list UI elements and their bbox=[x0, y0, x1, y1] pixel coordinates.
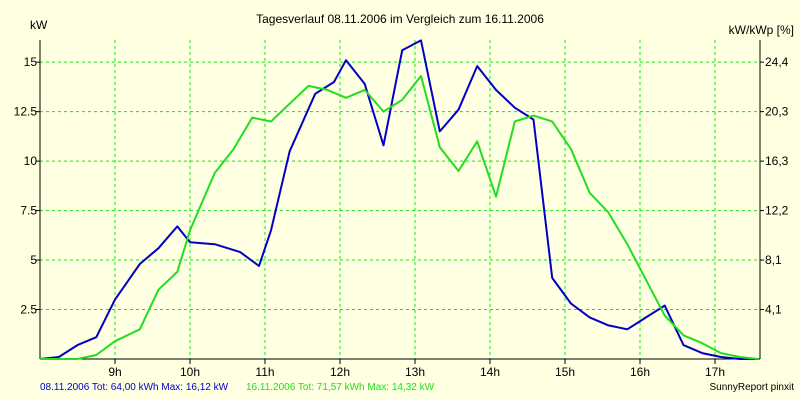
chart-title: Tagesverlauf 08.11.2006 im Vergleich zum… bbox=[256, 12, 544, 26]
x-tick-label: 15h bbox=[555, 365, 575, 379]
x-tick-labels: 9h 10h 11h 12h 13h 14h 15h 16h 17h bbox=[108, 365, 725, 379]
x-tick-label: 14h bbox=[480, 365, 500, 379]
x-tick-label: 13h bbox=[405, 365, 425, 379]
y-axis-label-left: kW bbox=[30, 18, 48, 32]
x-tick-label: 16h bbox=[630, 365, 650, 379]
series-line-16-11-2006 bbox=[40, 75, 759, 360]
legend-entry-16-11-2006: 16.11.2006 Tot: 71,57 kWh Max: 14,32 kW bbox=[246, 382, 435, 393]
y-tick-label-left: 12.5 bbox=[14, 105, 38, 119]
y-tick-label-left: 15 bbox=[24, 55, 38, 69]
y-tick-label-left: 10 bbox=[24, 154, 38, 168]
x-tick-label: 12h bbox=[330, 365, 350, 379]
credit-text: SunnyReport pinxit bbox=[709, 382, 795, 393]
y-tick-labels-right: 4,1 8,1 12,2 16,3 20,3 24,4 bbox=[765, 55, 789, 316]
y-tick-label-left: 2.5 bbox=[20, 303, 37, 317]
y-tick-label-right: 24,4 bbox=[765, 55, 789, 69]
legend-entry-08-11-2006: 08.11.2006 Tot: 64,00 kWh Max: 16,12 kW bbox=[40, 382, 229, 393]
y-tick-label-right: 4,1 bbox=[765, 303, 782, 317]
series-line-08-11-2006 bbox=[39, 39, 759, 360]
x-tick-label: 11h bbox=[255, 365, 274, 379]
x-tick-label: 17h bbox=[705, 365, 725, 379]
x-tick-label: 9h bbox=[108, 365, 121, 379]
y-tick-label-right: 16,3 bbox=[765, 154, 789, 168]
axes bbox=[36, 40, 764, 364]
y-tick-label-left: 5 bbox=[30, 253, 37, 267]
y-tick-labels-left: 2.5 5 7.5 10 12.5 15 bbox=[14, 55, 38, 316]
x-tick-label: 10h bbox=[180, 365, 200, 379]
y-tick-label-right: 8,1 bbox=[765, 253, 782, 267]
series-lines bbox=[39, 39, 759, 360]
y-tick-label-right: 20,3 bbox=[765, 105, 789, 119]
y-tick-label-left: 7.5 bbox=[20, 204, 37, 218]
y-tick-label-right: 12,2 bbox=[765, 204, 789, 218]
y-axis-label-right: kW/kWp [%] bbox=[729, 23, 794, 37]
